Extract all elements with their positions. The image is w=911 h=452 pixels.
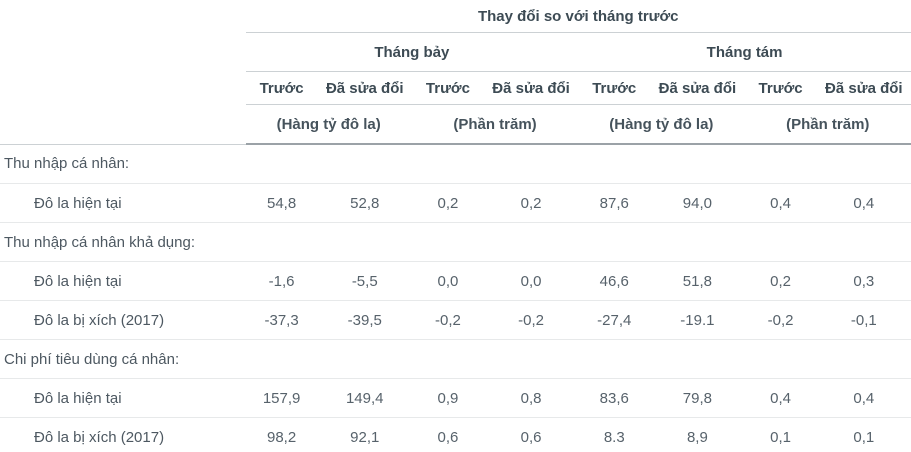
table-row: Chi phí tiêu dùng cá nhân: — [0, 339, 911, 379]
unit-header: (Phần trăm) — [744, 104, 911, 145]
value-cell: 0,3 — [816, 261, 911, 301]
value-cell: 0,4 — [744, 378, 817, 418]
value-cell: -5,5 — [317, 261, 412, 301]
value-cell: -19.1 — [650, 300, 745, 340]
column-header: Đã sửa đổi — [483, 71, 579, 105]
value-cell: -37,3 — [245, 300, 318, 340]
value-cell: 0,1 — [770, 428, 791, 446]
table-row: Thu nhập cá nhân khả dụng: — [0, 222, 911, 262]
value-cell: 46,6 — [578, 261, 651, 301]
value-cell: -0,2 — [483, 300, 579, 340]
empty-cell — [245, 339, 911, 379]
row-label: Chi phí tiêu dùng cá nhân: — [0, 339, 246, 379]
value-cell: -1,6 — [245, 261, 318, 301]
stub-header-cell — [0, 0, 246, 145]
table-row: Đô la hiện tại 157,9 149,4 0,9 0,8 83,6 … — [0, 378, 911, 418]
value-cell: 157,9 — [245, 378, 318, 418]
column-header: Trước — [744, 71, 817, 105]
table-title-row: Thay đổi so với tháng trước — [0, 0, 911, 145]
column-header: Trước — [578, 71, 651, 105]
column-header: Trước — [411, 71, 484, 105]
value-cell: 8.3 — [603, 428, 625, 446]
row-label: Đô la hiện tại — [0, 183, 246, 223]
value-cell: 52,8 — [317, 183, 412, 223]
empty-cell — [245, 222, 911, 262]
value-cell: 0,2 — [411, 183, 484, 223]
month-header-july: Tháng bảy — [245, 32, 579, 72]
value-cell: 0,2 — [744, 261, 817, 301]
table-row: Đô la hiện tại -1,6 -5,5 0,0 0,0 46,6 51… — [0, 261, 911, 301]
value-cell: 0,4 — [816, 183, 911, 223]
unit-header: (Phần trăm) — [411, 104, 579, 145]
value-cell: 149,4 — [317, 378, 412, 418]
row-label: Thu nhập cá nhân: — [0, 144, 246, 184]
row-label: Đô la hiện tại — [0, 261, 246, 301]
value-cell: 0,8 — [483, 378, 579, 418]
table-row: Đô la bị xích (2017) -37,3 -39,5 -0,2 -0… — [0, 300, 911, 340]
value-cell: 0,4 — [816, 378, 911, 418]
column-header: Đã sửa đổi — [816, 71, 911, 105]
value-cell: 0,6 — [520, 428, 542, 446]
value-cell: 0,9 — [411, 378, 484, 418]
value-cell: -0,1 — [816, 300, 911, 340]
value-cell: 0,1 — [853, 428, 875, 446]
value-cell: 92,1 — [350, 428, 380, 446]
value-cell: -0,2 — [744, 300, 817, 340]
value-cell: 87,6 — [578, 183, 651, 223]
column-header: Đã sửa đổi — [317, 71, 412, 105]
value-cell: -27,4 — [578, 300, 651, 340]
table-row: Đô la hiện tại 54,8 52,8 0,2 0,2 87,6 94… — [0, 183, 911, 223]
unit-header: (Hàng tỷ đô la) — [578, 104, 745, 145]
value-cell: 0,0 — [411, 261, 484, 301]
row-label: Thu nhập cá nhân khả dụng: — [0, 222, 246, 262]
table-row: Đô la bị xích (2017) 98,2 92,1 0,6 0,6 8… — [0, 418, 911, 452]
value-cell: -0,2 — [411, 300, 484, 340]
value-cell: 0,6 — [437, 428, 459, 446]
sub-header-row: Trước Đã sửa đổi Trước Đã sửa đổi Trước … — [0, 71, 911, 105]
value-cell: 79,8 — [650, 378, 745, 418]
value-cell: 94,0 — [650, 183, 745, 223]
row-label: Đô la hiện tại — [0, 378, 246, 418]
value-cell: 54,8 — [245, 183, 318, 223]
row-label: Đô la bị xích (2017) — [0, 300, 246, 340]
value-cell: 83,6 — [578, 378, 651, 418]
empty-cell — [245, 144, 911, 184]
unit-header-row: (Hàng tỷ đô la) (Phần trăm) (Hàng tỷ đô … — [0, 104, 911, 145]
value-cell: 98,2 — [266, 428, 297, 446]
value-cell: 0,0 — [483, 261, 579, 301]
month-header-row: Tháng bảy Tháng tám — [0, 32, 911, 72]
value-cell: 0,2 — [483, 183, 579, 223]
table-title: Thay đổi so với tháng trước — [245, 0, 911, 33]
unit-header: (Hàng tỷ đô la) — [245, 104, 412, 145]
table-row: Thu nhập cá nhân: — [0, 144, 911, 184]
column-header: Đã sửa đổi — [650, 71, 745, 105]
value-cell: 51,8 — [650, 261, 745, 301]
value-cell: 8,9 — [686, 428, 708, 446]
month-header-august: Tháng tám — [578, 32, 911, 72]
column-header: Trước — [245, 71, 318, 105]
value-cell: -39,5 — [317, 300, 412, 340]
value-cell: 0,4 — [744, 183, 817, 223]
row-label: Đô la bị xích (2017) — [34, 428, 165, 446]
